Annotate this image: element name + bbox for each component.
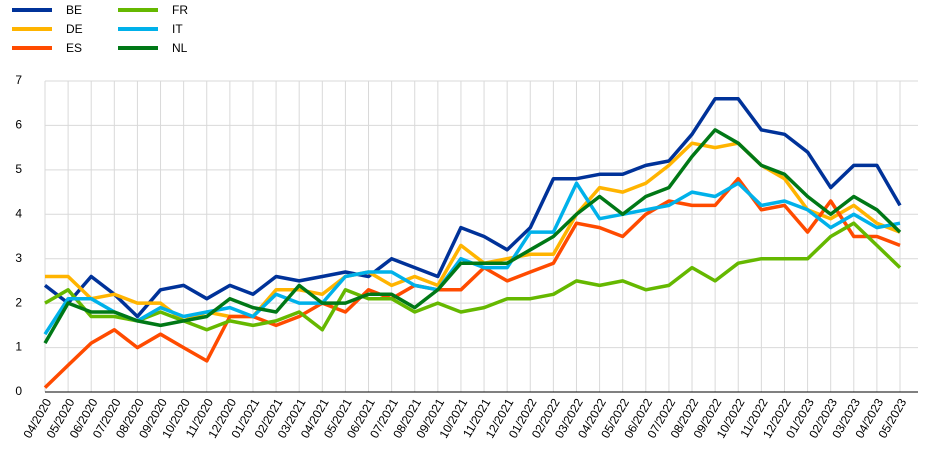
y-tick-label: 1 (15, 340, 22, 354)
y-tick-label: 5 (15, 162, 22, 176)
series-line (44, 221, 902, 332)
legend-label: NL (172, 41, 188, 55)
y-tick-label: 2 (15, 295, 22, 309)
legend-item: ES (12, 41, 82, 55)
legend-label: BE (66, 3, 82, 17)
y-tick-label: 0 (15, 384, 22, 398)
y-tick-label: 6 (15, 118, 22, 132)
legend-item: DE (12, 22, 83, 36)
legend-item: FR (118, 3, 188, 17)
series-line (43, 97, 902, 319)
legend-item: BE (12, 3, 82, 17)
legend-label: ES (66, 41, 82, 55)
y-tick-label: 4 (15, 206, 22, 220)
legend-label: FR (172, 3, 188, 17)
series-line (43, 176, 901, 389)
series-line (43, 128, 902, 344)
y-tick-label: 7 (15, 73, 22, 87)
legend-item: IT (118, 22, 183, 36)
y-tick-label: 3 (15, 251, 22, 265)
legend-item: NL (118, 41, 188, 55)
legend-label: IT (172, 22, 183, 36)
legend-label: DE (66, 22, 83, 36)
